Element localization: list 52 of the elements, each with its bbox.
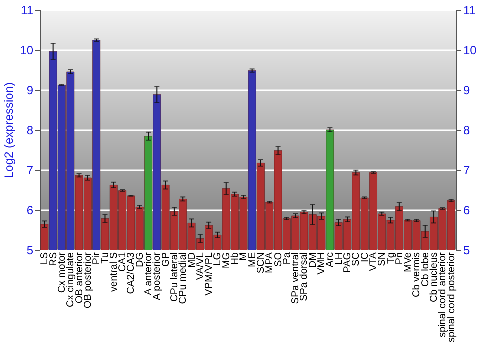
x-tick-label: A posterior [152, 252, 164, 300]
y-tick-label: 11 [21, 4, 34, 18]
x-tick-label: DM [308, 252, 319, 268]
x-tick-label: VA/VL [195, 252, 206, 280]
y2-tick-label: 11 [464, 4, 476, 18]
x-tick-label: Pn [394, 252, 406, 265]
y-tick-label: 5 [26, 244, 34, 258]
x-tick-label: SPa dorsal [299, 252, 310, 302]
x-tick-label: spinal cord anterior [438, 252, 449, 338]
x-tick-label: OB anterior [74, 252, 86, 304]
y2-tick-label: 6 [464, 204, 470, 218]
x-tick-label: CA2/CA3 [126, 252, 138, 294]
y2-tick-label: 5 [464, 244, 470, 258]
x-tick-label: VTA [368, 252, 380, 272]
x-tick-label: GP [160, 252, 172, 267]
x-tick-label: MPA [264, 252, 276, 274]
y2-tick-label: 9 [464, 84, 470, 98]
x-tick-label: PAG [342, 252, 354, 273]
x-tick-label: SCN [256, 252, 267, 274]
x-tick-label: OB posterior [82, 252, 94, 309]
x-tick-label: Arc [325, 252, 336, 268]
y-tick-label: 7 [26, 164, 34, 178]
x-tick-label: spinal cord posterior [446, 252, 458, 343]
x-tick-label: LG [212, 252, 224, 266]
x-tick-label: A anterior [144, 252, 154, 296]
x-tick-label: RS [48, 252, 60, 266]
x-tick-label: Cx motor [56, 252, 68, 294]
y2-tick-label: 8 [464, 124, 470, 138]
y-tick-label: 6 [26, 204, 34, 218]
x-tick-label: CPu lateral [169, 252, 180, 302]
x-tick-label: LH [334, 252, 345, 266]
y-tick-label: 8 [26, 124, 34, 138]
x-tick-label: Tu [100, 252, 112, 264]
x-tick-label: IC [360, 252, 371, 262]
x-tick-label: Cx cingulate [66, 252, 77, 308]
x-tick-label: DG [134, 252, 146, 268]
y-axis-title: Log2 (expression) [2, 82, 16, 179]
y-tick-label: 10 [20, 44, 34, 58]
x-tick-label: Cb lobe [420, 252, 432, 287]
x-tick-label: Pa [282, 252, 293, 265]
y2-tick-label: 10 [464, 44, 478, 58]
x-tick-label: LS [40, 252, 51, 265]
x-tick-label: SO [273, 252, 284, 267]
x-tick-label: ME [247, 252, 258, 268]
y2-tick-label: 7 [464, 164, 470, 178]
x-tick-label: SC [351, 252, 362, 266]
x-tick-label: Tg [386, 252, 397, 264]
x-tick-label: ventral S [108, 252, 120, 292]
x-tick-label: SN [377, 252, 388, 266]
x-tick-label: M [238, 252, 250, 261]
y-tick-label: 9 [26, 84, 34, 98]
x-tick-label: CPu medial [178, 252, 190, 304]
